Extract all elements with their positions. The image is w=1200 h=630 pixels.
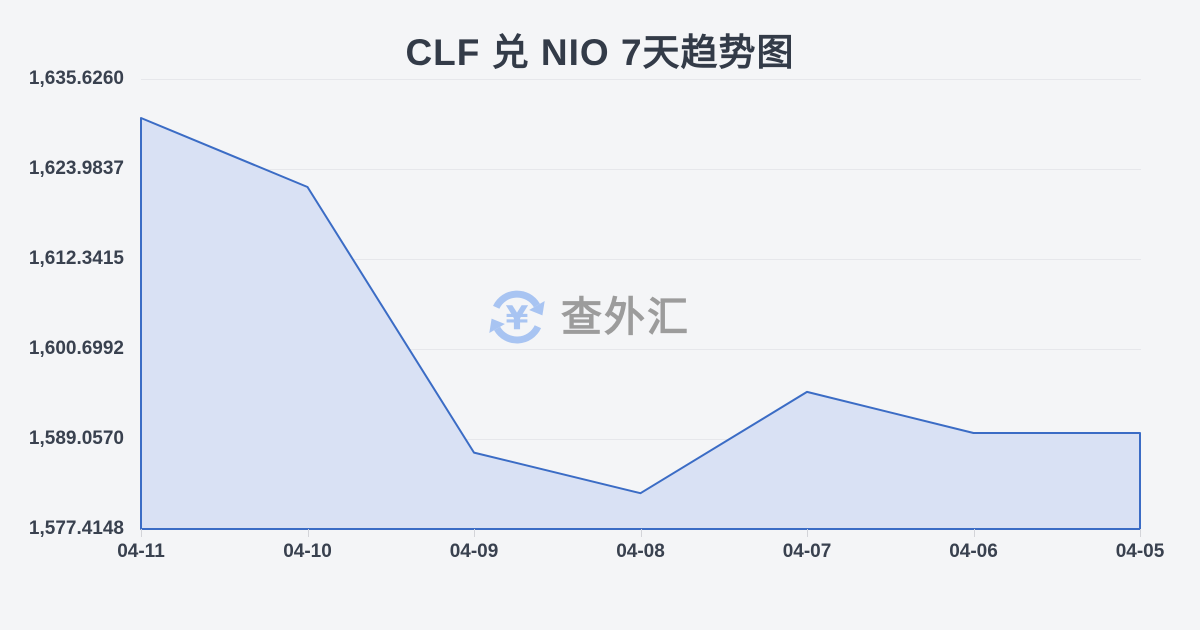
gridline: [141, 438, 1141, 440]
arrow-head-icon: [489, 318, 505, 333]
gridline: [141, 258, 1141, 260]
x-axis-label: 04-08: [616, 541, 665, 562]
x-axis-label: 04-05: [1115, 541, 1165, 562]
x-axis-tick: [1140, 529, 1141, 537]
x-axis-label: 04-09: [449, 541, 499, 562]
x-axis-tick: [307, 529, 309, 537]
x-axis-tick: [807, 529, 808, 537]
x-axis-label: 04-06: [949, 541, 998, 562]
watermark: ¥ 查外汇: [486, 286, 690, 348]
y-axis-label: 1,600.6992: [28, 338, 124, 359]
x-axis-tick: [640, 529, 642, 537]
y-axis-label: 1,589.0570: [28, 428, 124, 449]
x-axis-label: 04-10: [283, 541, 332, 562]
gridline: [141, 348, 1141, 350]
gridline: [141, 168, 1141, 170]
x-axis-tick: [474, 529, 475, 537]
y-axis-label: 1,577.4148: [28, 518, 124, 539]
gridline: [141, 78, 1141, 80]
currency-exchange-icon: ¥: [489, 290, 545, 344]
watermark-text: 查外汇: [561, 294, 690, 340]
y-axis-label: 1,623.9837: [28, 158, 124, 179]
y-axis-label: 1,635.6260: [28, 68, 124, 89]
x-axis-label: 04-11: [117, 541, 165, 562]
yen-symbol: ¥: [506, 298, 529, 337]
x-axis-label: 04-07: [782, 541, 832, 562]
x-axis-tick: [141, 529, 142, 537]
arrow-head-icon: [529, 301, 545, 316]
y-axis-label: 1,612.3415: [28, 248, 124, 269]
chart-title: CLF 兑 NIO 7天趋势图: [405, 32, 795, 73]
x-axis-tick: [973, 529, 975, 537]
